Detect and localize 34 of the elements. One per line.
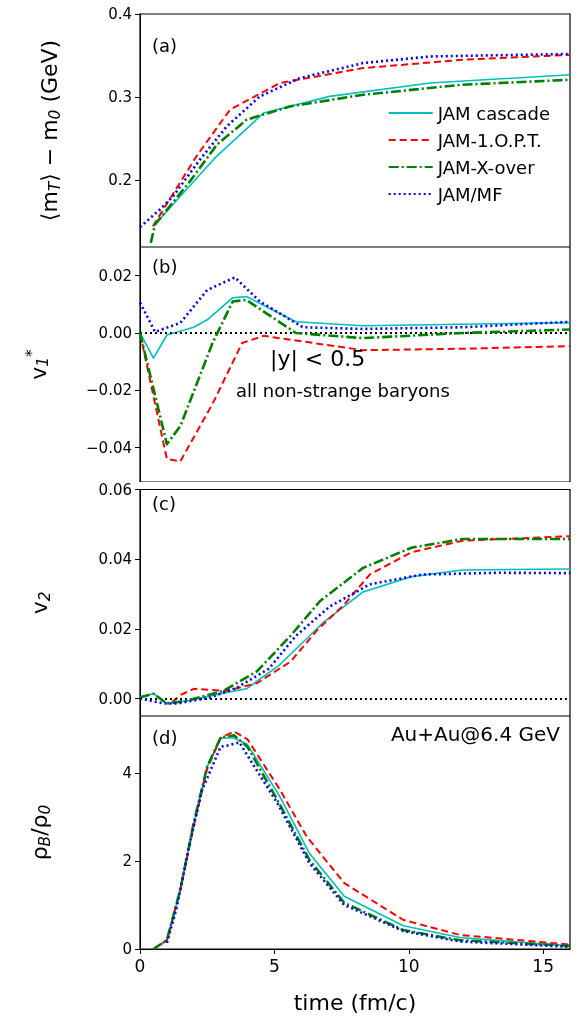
y-axis-title: ρB/ρ0: [27, 804, 54, 861]
line-series: [138, 298, 572, 446]
y-axis-title: ⟨mT⟩ − m0 (GeV): [37, 39, 64, 222]
legend-label: JAM-1.O.P.T.: [436, 129, 542, 151]
y-tick-label: 0.3: [108, 88, 132, 107]
legend-label: JAM-X-over: [436, 156, 536, 178]
y-tick-label: 0.4: [108, 5, 132, 23]
y-tick-label: 0.02: [98, 619, 132, 638]
annotation: (b): [152, 255, 178, 277]
y-tick-label: 2: [122, 852, 132, 871]
annotation: all non-strange baryons: [236, 379, 450, 401]
y-tick-label: −0.04: [86, 438, 132, 457]
x-axis-title: time (fm/c): [293, 989, 417, 1015]
annotation: (c): [152, 492, 176, 514]
annotation: (d): [152, 726, 178, 748]
y-tick-label: −0.02: [86, 381, 132, 400]
y-tick-label: 0.00: [98, 689, 132, 708]
annotation: (a): [152, 34, 178, 56]
y-axis-title: v1*: [23, 348, 53, 380]
y-tick-label: 4: [122, 764, 132, 783]
annotation: Au+Au@6.4 GeV: [390, 722, 561, 746]
legend-label: JAM/MF: [436, 183, 503, 205]
y-tick-label: 0.02: [98, 266, 132, 285]
y-tick-label: 0.2: [108, 171, 132, 190]
y-tick-label: 0.04: [98, 550, 132, 569]
y-tick-label: 0.06: [98, 480, 132, 499]
annotation: |y| < 0.5: [270, 345, 366, 372]
x-tick-label: 10: [397, 955, 420, 976]
y-tick-label: 0: [122, 940, 132, 958]
y-axis-title: v2: [27, 591, 54, 615]
legend-label: JAM cascade: [436, 102, 551, 124]
y-tick-label: 0.00: [98, 323, 132, 342]
x-tick-label: 5: [268, 955, 280, 976]
x-tick-label: 15: [532, 955, 554, 976]
